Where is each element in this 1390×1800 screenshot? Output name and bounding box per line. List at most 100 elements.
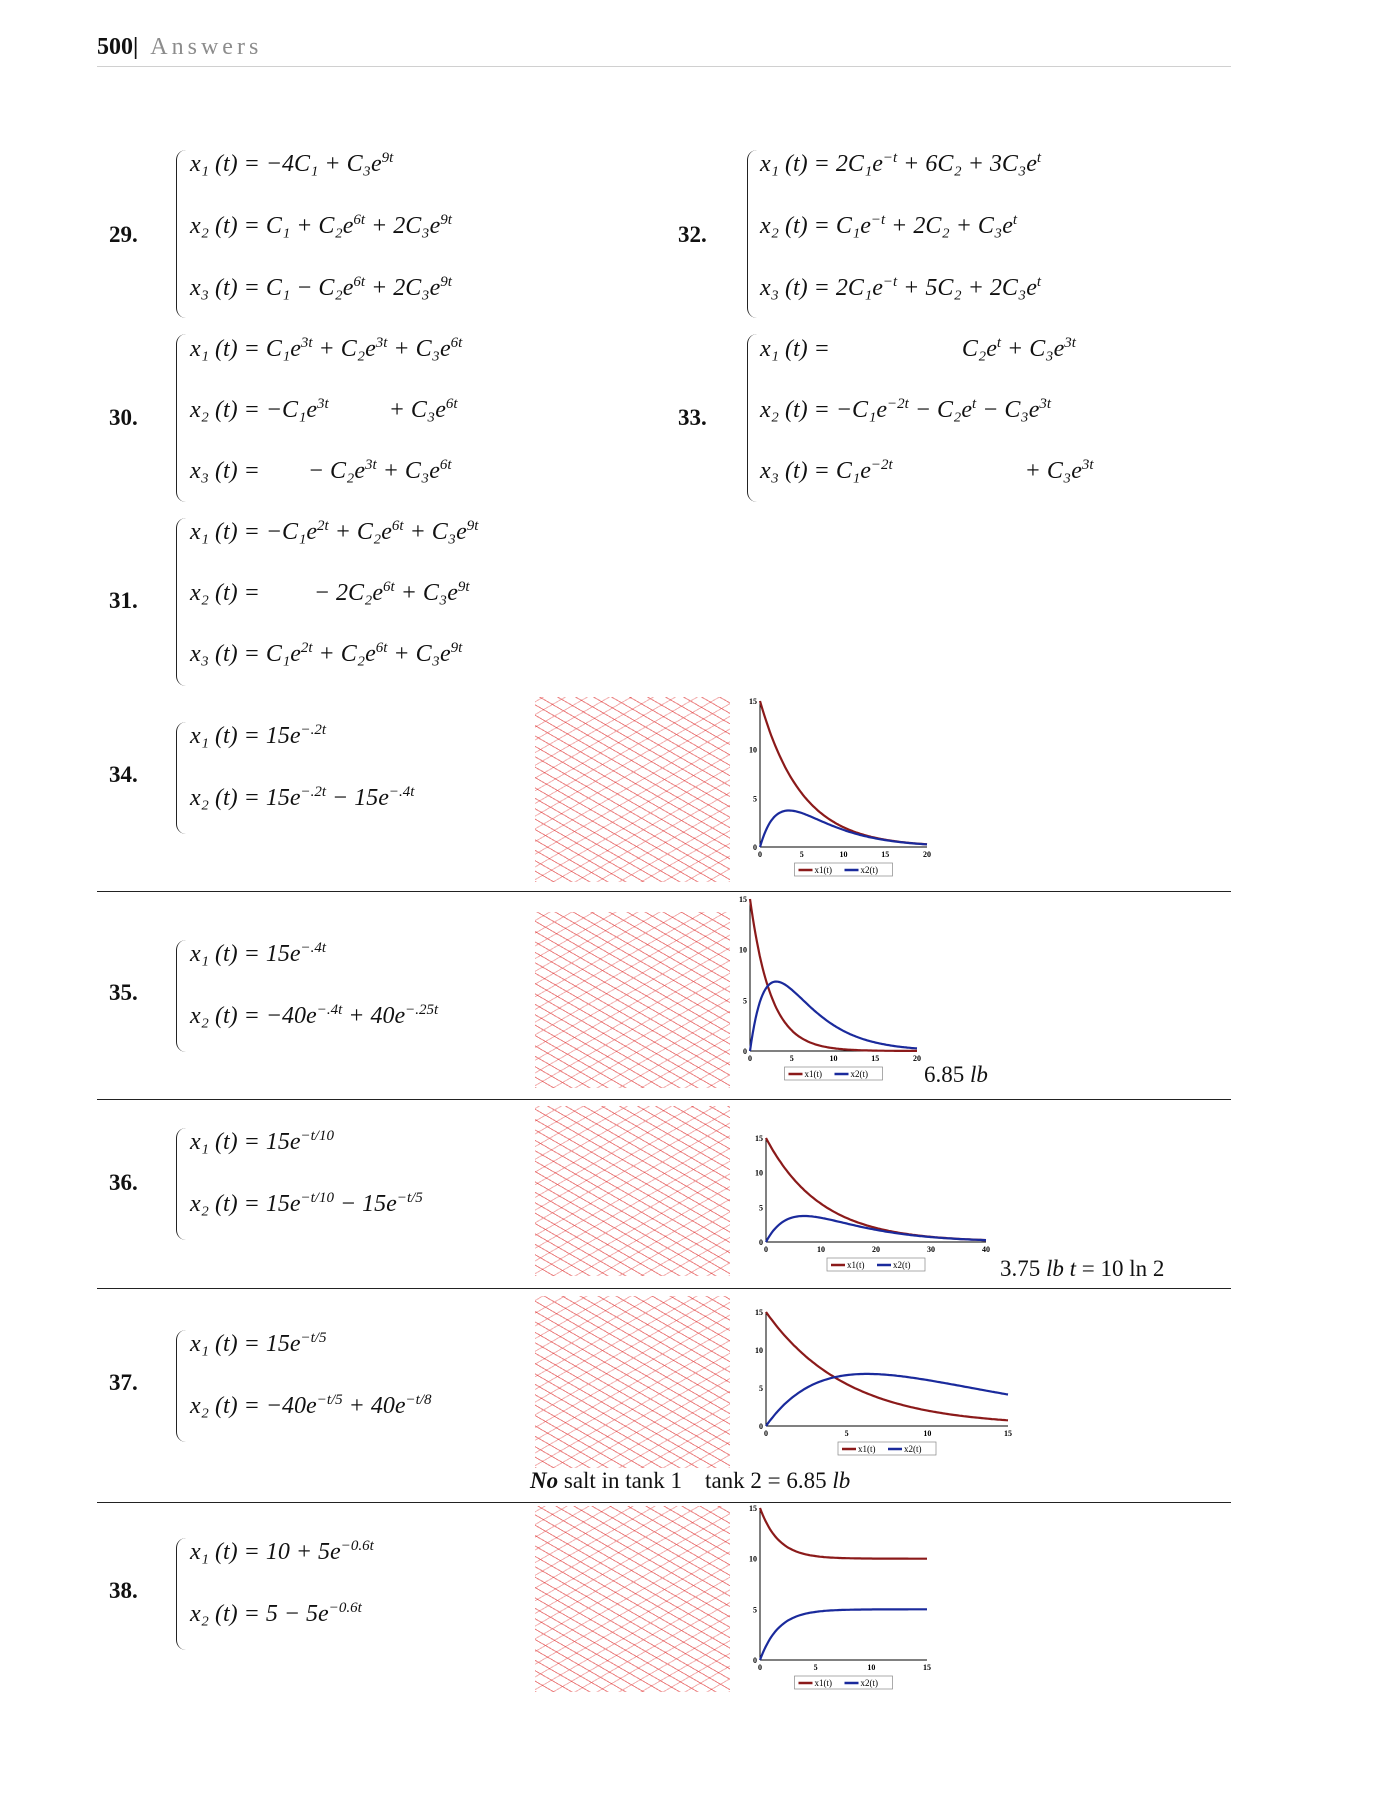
- solution-chart-34: 0 5 10 15 20 0 5 10 15 x1(t) x2(t): [749, 697, 931, 877]
- divider-34-35: [97, 891, 1231, 892]
- x-tick-label: 40: [982, 1245, 990, 1254]
- divider-35-36: [97, 1099, 1231, 1100]
- chart-legend: x1(t) x2(t): [784, 1066, 883, 1081]
- equation-line: x₂ (t) = 15e−t/10 − 15e−t/5: [190, 1190, 423, 1217]
- equation-line: x₂ (t) = 15e−.2t − 15e−.4t: [190, 784, 415, 811]
- legend-box: [794, 862, 893, 877]
- equation-line: x₂ (t) = C₁e−t + 2C₂ + C₃et: [760, 212, 1018, 239]
- legend-label-x2: x2(t): [904, 1444, 922, 1454]
- problem-label: 30.: [109, 405, 138, 430]
- problem-label: 29.: [109, 222, 138, 247]
- x-tick-label: 20: [913, 1054, 921, 1063]
- legend-label-x1: x1(t): [805, 1069, 823, 1079]
- legend-box: [794, 1675, 893, 1690]
- equation-system: [176, 518, 527, 686]
- legend-box: [837, 1441, 937, 1456]
- legend-label-x2: x2(t): [851, 1069, 869, 1079]
- series-line-x2t: [758, 1608, 927, 1661]
- equation-line: x₂ (t) = C₁ + C₂e6t + 2C₃e9t: [190, 212, 452, 239]
- series-line-x1t: [758, 1507, 927, 1560]
- x-tick-label: 0: [764, 1245, 768, 1254]
- problem-label: 32.: [678, 222, 707, 247]
- legend-label-x1: x1(t): [815, 865, 833, 875]
- chart-legend: x1(t) x2(t): [837, 1441, 937, 1456]
- equation-system: [176, 722, 467, 834]
- series-line-x2t: [765, 1372, 1009, 1427]
- series-line-x1t: [748, 898, 917, 1052]
- equation-line: x₁ (t) = −C₁e2t + C₂e6t + C₃e9t: [190, 518, 479, 545]
- equation-line: x₂ (t) = 5 − 5e−0.6t: [190, 1600, 362, 1627]
- problem-label: 38.: [109, 1578, 138, 1603]
- equation-line: x₁ (t) = 15e−t/10: [190, 1128, 334, 1155]
- equation-system: [747, 334, 1098, 502]
- series-line-x1t: [765, 1137, 987, 1242]
- problem-label: 37.: [109, 1370, 138, 1395]
- x-tick-label: 30: [927, 1245, 935, 1254]
- equation-line: x₁ (t) = −4C₁ + C₃e9t: [190, 150, 394, 177]
- legend-label-x2: x2(t): [861, 865, 879, 875]
- equation-line: x₃ (t) = C₁e−2t + C₃e3t: [760, 457, 1094, 484]
- solution-chart-38: 0 5 10 15 0 5 10 15 x1(t) x2(t): [749, 1504, 931, 1690]
- y-tick-label: 5: [743, 996, 747, 1005]
- x-tick-label: 5: [800, 850, 804, 859]
- y-tick-label: 0: [743, 1047, 747, 1056]
- y-tick-label: 0: [753, 1656, 757, 1665]
- x-tick-label: 0: [758, 850, 762, 859]
- solution-chart-36: 0 10 20 30 40 0 5 10 15 x1(t) x2(t): [755, 1134, 990, 1272]
- divider-37-38: [97, 1502, 1231, 1503]
- x-tick-label: 15: [871, 1054, 879, 1063]
- legend-label-x1: x1(t): [815, 1678, 833, 1688]
- equation-line: x₂ (t) = −40e−.4t + 40e−.25t: [190, 1002, 439, 1029]
- x-tick-label: 10: [867, 1663, 875, 1672]
- problem-label: 35.: [109, 980, 138, 1005]
- equation-line: x₂ (t) = −C₁e3t + C₃e6t: [190, 396, 458, 423]
- equation-line: x₃ (t) = C₁e2t + C₂e6t + C₃e9t: [190, 640, 463, 667]
- series-line-x1t: [765, 1311, 1009, 1422]
- equation-system: [176, 1538, 467, 1650]
- answer-note: 6.85 lb: [924, 1062, 988, 1087]
- legend-label-x1: x1(t): [847, 1260, 865, 1270]
- x-tick-label: 5: [814, 1663, 818, 1672]
- equation-system: [176, 1128, 467, 1240]
- x-tick-label: 0: [764, 1429, 768, 1438]
- x-tick-label: 5: [790, 1054, 794, 1063]
- x-tick-label: 0: [758, 1663, 762, 1672]
- legend-label-x2: x2(t): [893, 1260, 911, 1270]
- legend-label-x1: x1(t): [858, 1444, 876, 1454]
- page-number: 500|: [97, 34, 139, 60]
- x-tick-label: 10: [817, 1245, 825, 1254]
- equation-system: [747, 150, 1098, 318]
- equation-line: x₁ (t) = 15e−.4t: [190, 940, 327, 967]
- direction-field-37: [535, 1296, 730, 1468]
- equation-system: [176, 1330, 467, 1442]
- x-tick-label: 5: [845, 1429, 849, 1438]
- direction-field-34: [535, 697, 730, 882]
- y-tick-label: 5: [753, 794, 757, 803]
- equation-line: x₂ (t) = −C₁e−2t − C₂et − C₃e3t: [760, 396, 1052, 423]
- equation-line: x₂ (t) = −40e−t/5 + 40e−t/8: [190, 1392, 432, 1419]
- chart-legend: x1(t) x2(t): [794, 862, 893, 877]
- equation-system: [176, 150, 527, 318]
- y-tick-label: 5: [753, 1605, 757, 1614]
- series-line-x2t: [765, 1214, 986, 1243]
- y-tick-label: 5: [759, 1384, 763, 1393]
- legend-box: [826, 1257, 926, 1272]
- equation-line: x₁ (t) = C₁e3t + C₂e3t + C₃e6t: [190, 335, 463, 362]
- solution-chart-35: 0 5 10 15 20 0 5 10 15 x1(t) x2(t): [739, 895, 921, 1081]
- answer-note: 3.75 lb t = 10 ln 2: [1000, 1256, 1165, 1281]
- direction-field-38: [535, 1506, 730, 1692]
- series-line-x2t: [748, 980, 918, 1052]
- equation-line: x₁ (t) = C₂et + C₃e3t: [760, 335, 1076, 362]
- answer-note: No salt in tank 1 tank 2 = 6.85 lb: [530, 1468, 851, 1493]
- problem-label: 34.: [109, 762, 138, 787]
- y-tick-label: 10: [749, 746, 757, 755]
- x-tick-label: 10: [840, 850, 848, 859]
- header-divider: [97, 66, 1231, 67]
- y-tick-label: 15: [749, 697, 757, 706]
- equation-line: x₁ (t) = 10 + 5e−0.6t: [190, 1538, 374, 1565]
- page-header: 500| Answers: [97, 34, 262, 61]
- y-tick-label: 10: [755, 1169, 763, 1178]
- equation-line: x₃ (t) = 2C₁e−t + 5C₂ + 2C₃et: [760, 274, 1042, 301]
- problem-label: 36.: [109, 1170, 138, 1195]
- chart-legend: x1(t) x2(t): [826, 1257, 926, 1272]
